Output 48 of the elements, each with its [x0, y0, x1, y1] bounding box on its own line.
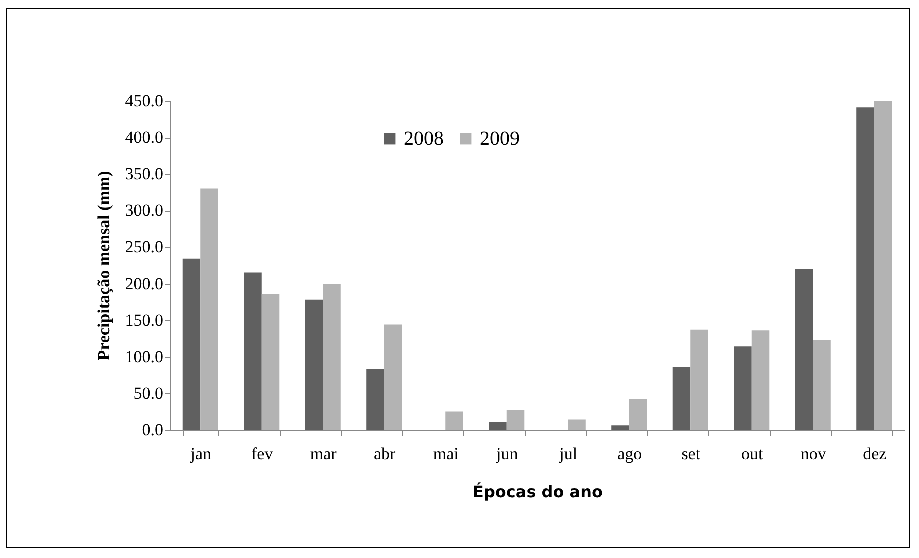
bar — [262, 294, 280, 430]
bar — [384, 324, 402, 430]
x-tick-label: ago — [618, 444, 642, 464]
bar — [305, 300, 324, 430]
x-tick-label: jan — [190, 444, 212, 464]
x-tick-label: jul — [558, 444, 578, 464]
bar — [446, 412, 464, 430]
x-tick-label: jun — [496, 444, 519, 464]
x-tick-label: nov — [800, 444, 827, 464]
bar — [734, 346, 752, 430]
x-tick-label: set — [682, 444, 701, 464]
y-tick-label: 300.0 — [125, 201, 164, 220]
bar — [506, 410, 525, 430]
x-tick-label: out — [742, 444, 764, 464]
bar — [690, 330, 708, 430]
y-tick-label: 250.0 — [125, 238, 164, 257]
bar — [244, 272, 262, 430]
x-tick-label: dez — [863, 444, 888, 464]
y-tick-label: 150.0 — [125, 310, 164, 330]
x-tick-label: abr — [374, 444, 396, 464]
y-tick-label: 400.0 — [125, 128, 164, 148]
x-tick-label: fev — [252, 444, 274, 464]
y-tick-label: 0.0 — [142, 420, 164, 440]
bar — [489, 422, 507, 430]
bar — [323, 284, 341, 430]
bar — [182, 258, 201, 430]
x-tick-label: mar — [310, 444, 338, 464]
bar — [874, 101, 892, 430]
bar — [629, 399, 648, 430]
x-axis-title: Épocas do ano — [473, 482, 603, 502]
x-tick-label: mai — [433, 444, 460, 464]
y-tick-label: 350.0 — [125, 164, 164, 184]
y-tick-label: 100.0 — [125, 347, 164, 366]
bar — [568, 420, 586, 430]
bar — [200, 188, 218, 430]
bar — [813, 340, 831, 430]
y-tick-label: 450.0 — [125, 92, 164, 110]
y-tick-label: 200.0 — [125, 274, 164, 294]
y-axis-title: Precipitação mensal (mm) — [94, 171, 114, 361]
bar — [612, 426, 630, 430]
legend-label: 2008 — [404, 128, 444, 150]
bar — [752, 330, 770, 430]
bar — [856, 108, 874, 430]
bar — [795, 269, 814, 430]
bar — [672, 367, 691, 430]
legend-label: 2009 — [480, 128, 520, 150]
y-tick-label: 50.0 — [134, 384, 164, 403]
bar — [366, 369, 384, 430]
